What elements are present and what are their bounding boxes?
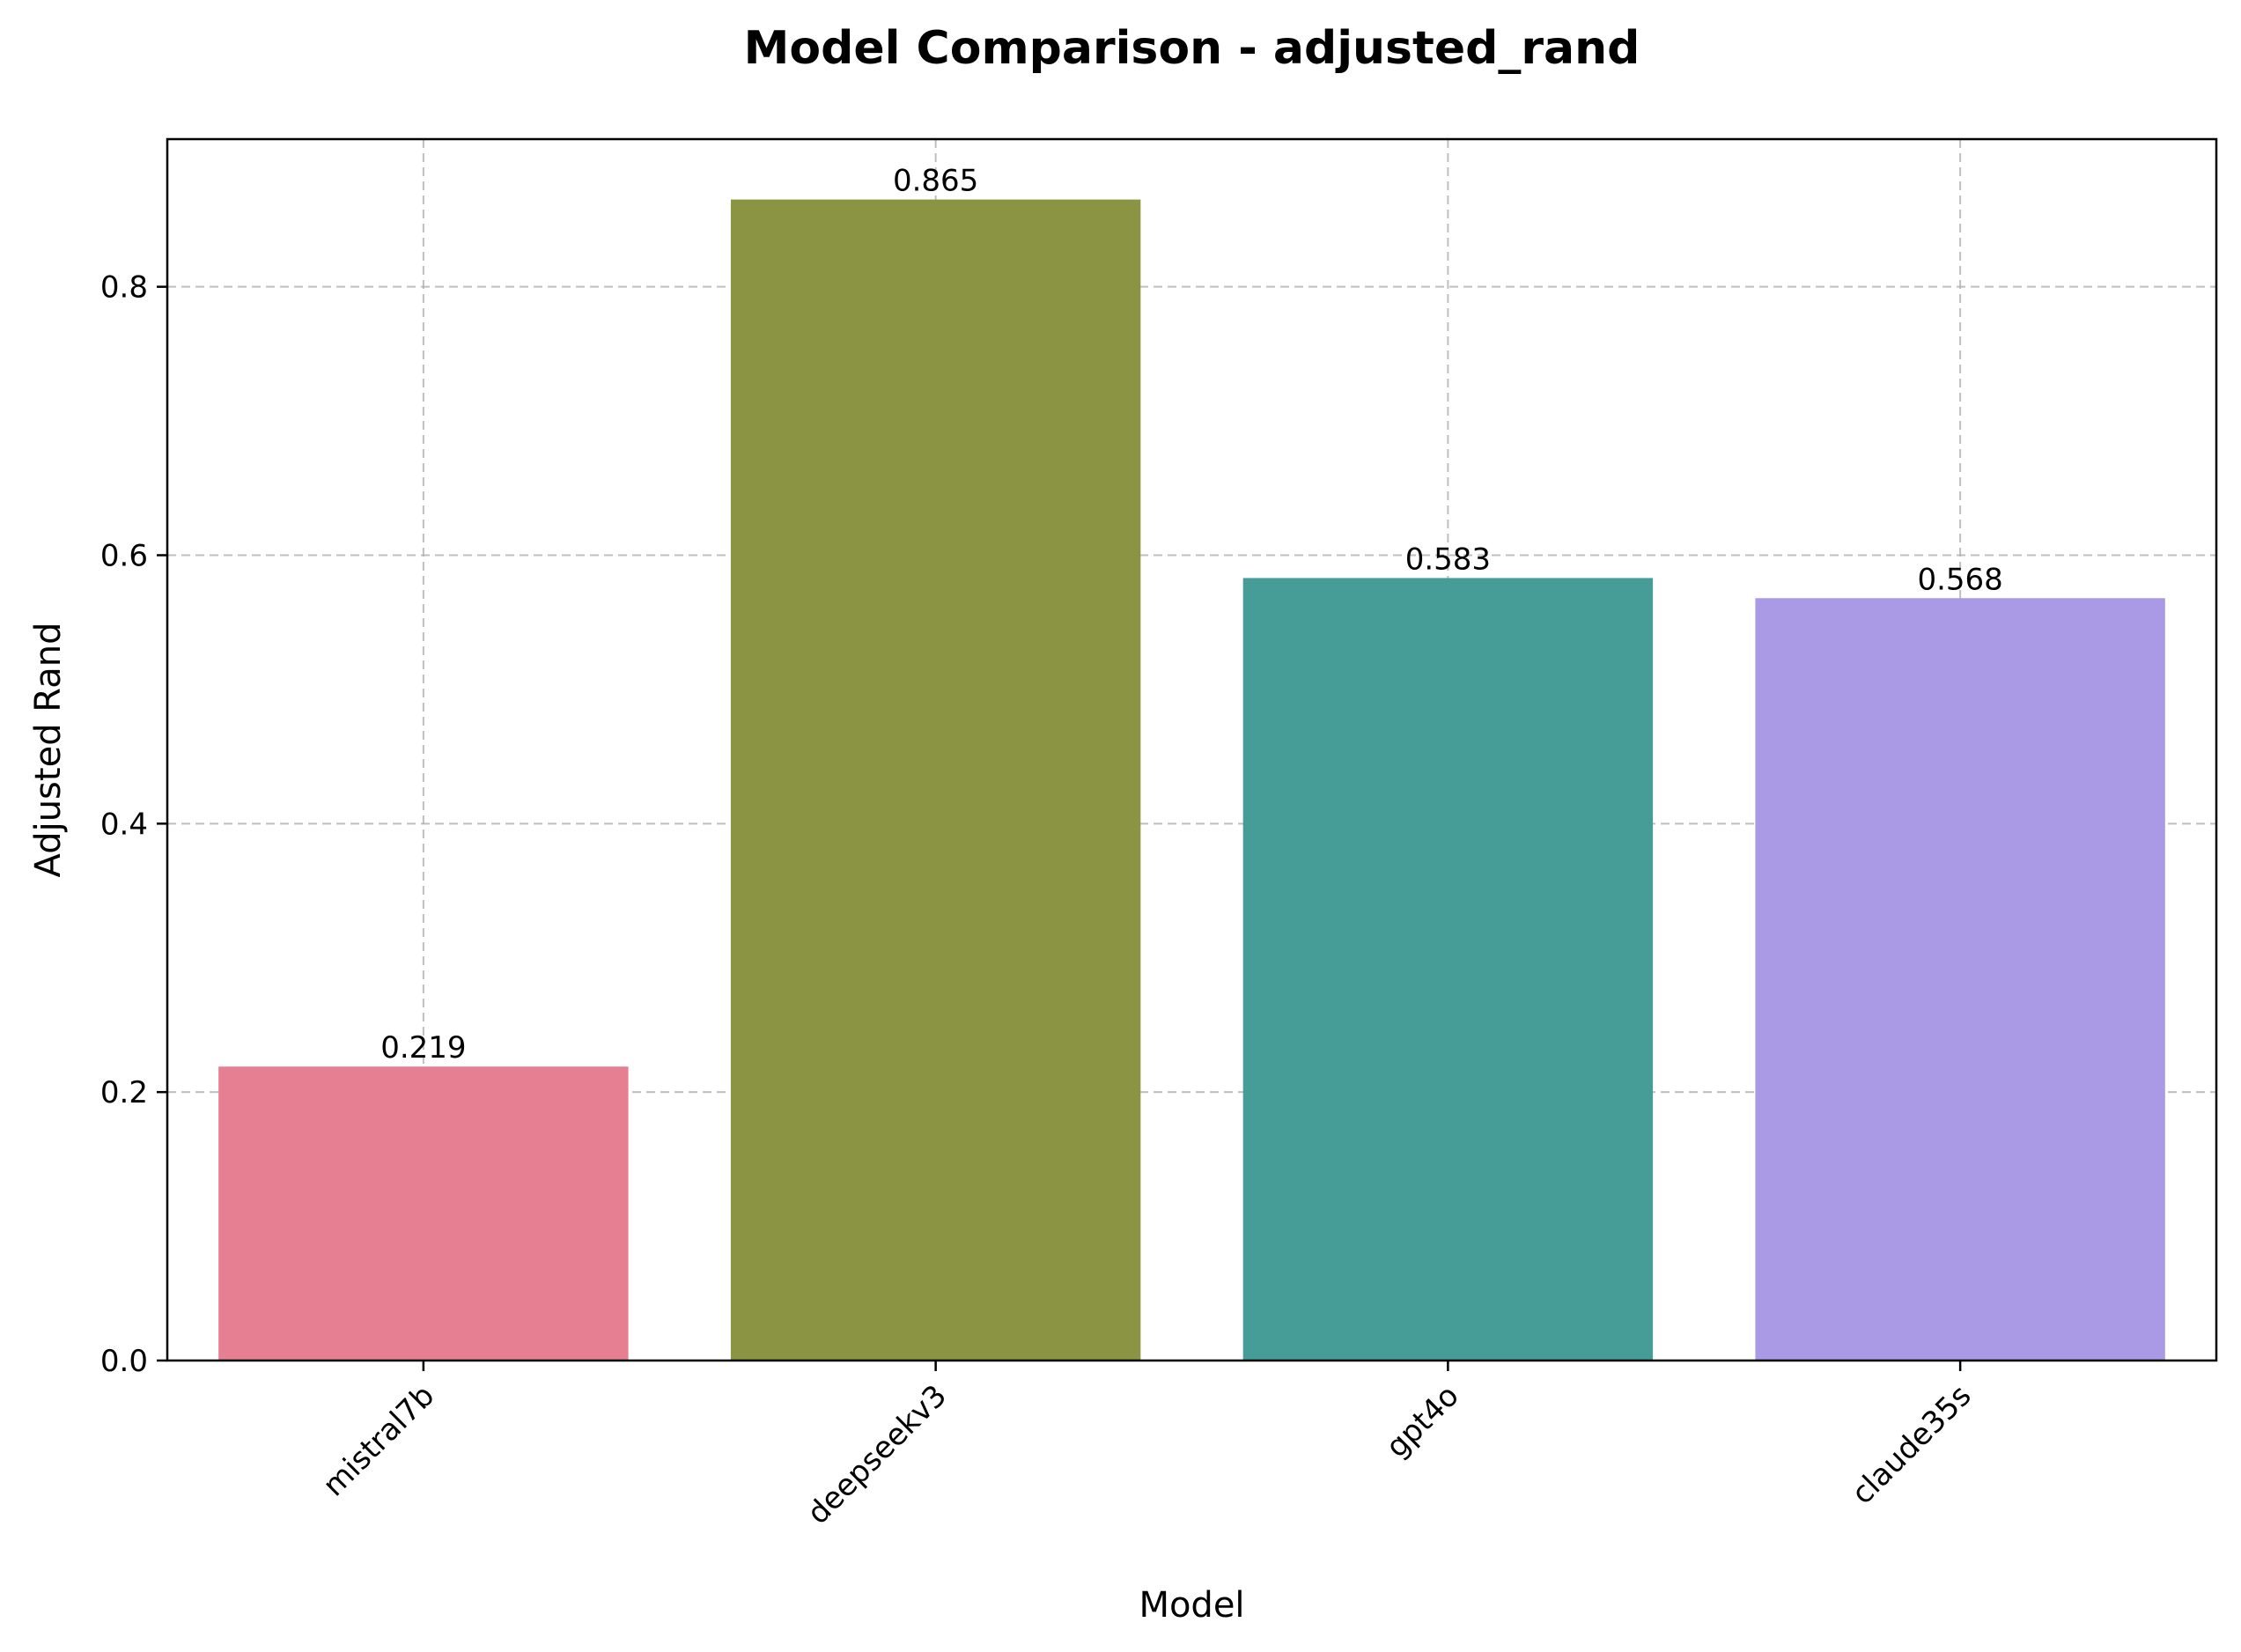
y-tick-label: 0.8	[100, 270, 148, 306]
y-tick-label: 0.2	[100, 1075, 148, 1110]
value-label-deepseekv3: 0.865	[893, 164, 978, 199]
x-tick-label-deepseekv3: deepseekv3	[800, 1378, 954, 1531]
axes-frame	[166, 137, 2218, 1362]
y-tick-label: 0.4	[100, 807, 148, 842]
x-tick-label-gpt4o: gpt4o	[1379, 1378, 1465, 1464]
value-label-mistral7b: 0.219	[380, 1030, 466, 1066]
value-label-gpt4o: 0.583	[1405, 542, 1491, 577]
y-axis-label: Adjusted Rand	[28, 623, 69, 878]
x-tick-label-claude35s: claude35s	[1845, 1378, 1978, 1511]
label-layer: 0.219 0.865 0.583 0.568	[380, 164, 2003, 1066]
y-tick-label: 0.6	[100, 538, 148, 573]
y-tick-label: 0.0	[100, 1344, 148, 1379]
bar-layer	[218, 199, 2165, 1361]
bar-mistral7b	[218, 1066, 629, 1361]
bar-gpt4o	[1242, 578, 1654, 1361]
x-tick-label-mistral7b: mistral7b	[316, 1378, 441, 1503]
value-label-claude35s: 0.568	[1917, 562, 2002, 597]
bar-claude35s	[1755, 598, 2165, 1361]
bar-deepseekv3	[730, 199, 1141, 1361]
chart-title: Model Comparison - adjusted_rand	[744, 22, 1640, 75]
x-axis-label: Model	[1139, 1585, 1244, 1626]
